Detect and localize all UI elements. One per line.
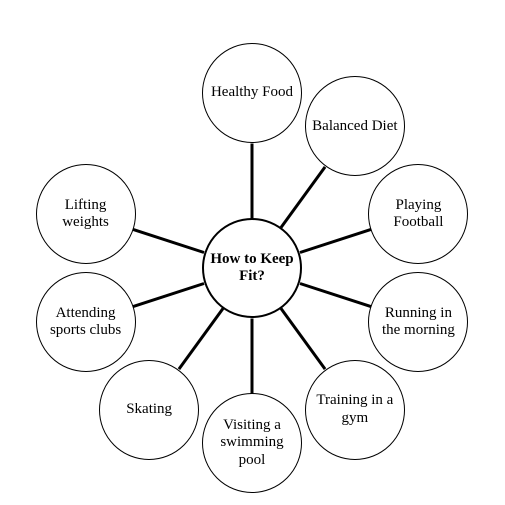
outer-node-6: Skating xyxy=(99,360,199,460)
mindmap-diagram: Healthy FoodBalanced DietPlaying Footbal… xyxy=(0,0,505,505)
outer-node-0: Healthy Food xyxy=(202,43,302,143)
outer-node-7: Attending sports clubs xyxy=(36,272,136,372)
outer-node-3: Running in the morning xyxy=(368,272,468,372)
edge xyxy=(251,143,254,218)
outer-node-5: Visiting a swimming pool xyxy=(202,393,302,493)
edge xyxy=(299,282,371,308)
edge xyxy=(280,166,327,228)
edge xyxy=(133,228,205,254)
outer-node-4: Training in a gym xyxy=(305,360,405,460)
outer-node-1: Balanced Diet xyxy=(305,76,405,176)
edge xyxy=(177,308,224,370)
outer-node-2: Playing Football xyxy=(368,164,468,264)
edge xyxy=(299,228,371,254)
edge xyxy=(251,318,254,393)
outer-node-8: Lifting weights xyxy=(36,164,136,264)
center-node: How to Keep Fit? xyxy=(202,218,302,318)
edge xyxy=(280,308,327,370)
edge xyxy=(133,282,205,308)
